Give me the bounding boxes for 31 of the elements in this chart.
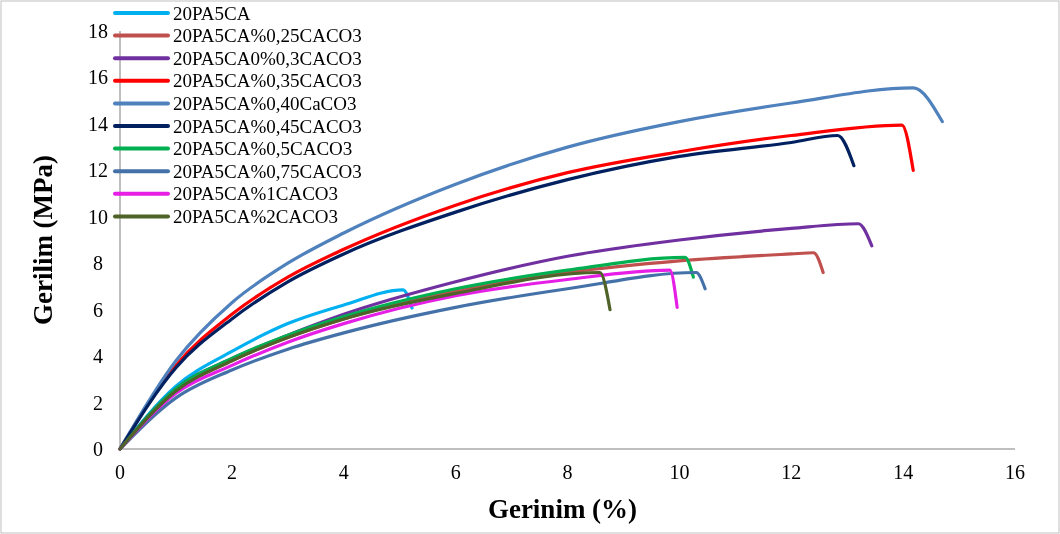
y-tick-label: 16 <box>88 66 108 89</box>
x-tick-label: 8 <box>562 461 573 483</box>
legend-label: 20PA5CA <box>173 2 251 24</box>
legend-label: 20PA5CA%0,45CACO3 <box>173 115 362 137</box>
y-tick-label: 18 <box>88 20 108 42</box>
legend-label: 20PA5CA0%0,3CACO3 <box>173 47 362 69</box>
y-tick-label: 6 <box>93 298 103 321</box>
x-tick-label: 10 <box>669 461 690 483</box>
y-tick-label: 0 <box>93 438 103 460</box>
y-tick-label: 2 <box>93 391 103 414</box>
legend-label: 20PA5CA%1CACO3 <box>173 183 339 205</box>
x-tick-label: 0 <box>115 461 125 483</box>
x-tick-label: 4 <box>338 461 349 483</box>
x-tick-label: 16 <box>1005 461 1025 483</box>
legend-label: 20PA5CA%0,40CaCO3 <box>173 93 357 115</box>
x-tick-label: 2 <box>226 461 237 483</box>
y-tick-label: 14 <box>88 112 108 135</box>
legend-label: 20PA5CA%0,5CACO3 <box>173 138 353 160</box>
legend-label: 20PA5CA%0,25CACO3 <box>173 25 362 47</box>
y-axis-title: Gerilim (MPa) <box>28 154 58 326</box>
legend-label: 20PA5CA%2CACO3 <box>173 206 339 228</box>
x-tick-label: 12 <box>781 461 802 483</box>
legend-label: 20PA5CA%0,75CACO3 <box>173 160 362 182</box>
y-tick-label: 4 <box>93 345 103 368</box>
y-tick-label: 8 <box>93 252 103 275</box>
x-tick-label: 6 <box>450 461 461 483</box>
x-axis-title: Gerinim (%) <box>487 494 638 524</box>
legend-label: 20PA5CA%0,35CACO3 <box>173 70 362 92</box>
y-tick-label: 10 <box>88 205 108 228</box>
y-tick-label: 12 <box>88 159 108 182</box>
x-tick-label: 14 <box>893 461 914 483</box>
